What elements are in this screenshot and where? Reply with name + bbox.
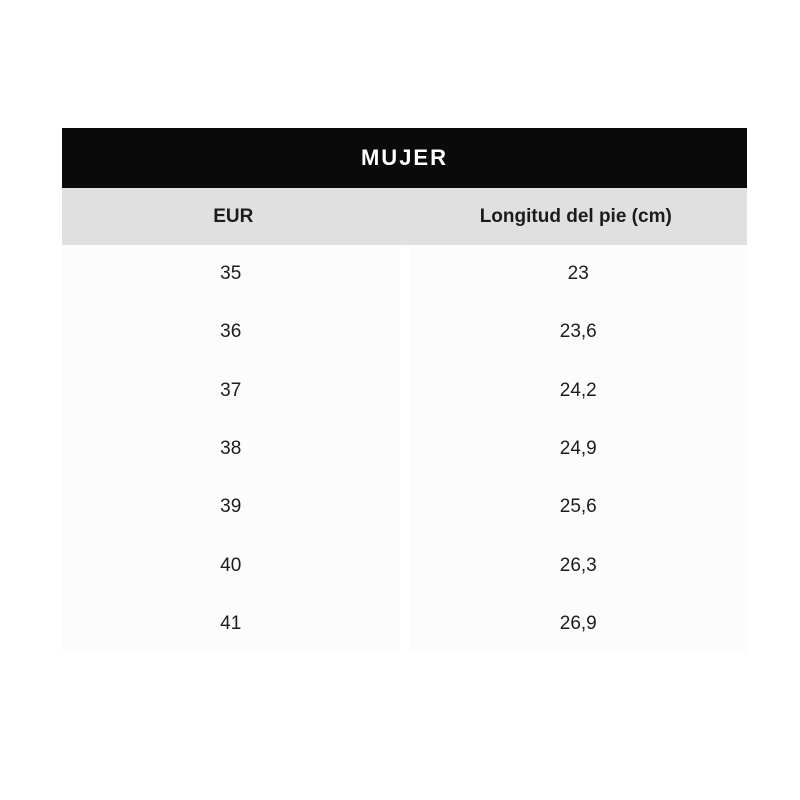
eur-size-cell: 41 — [220, 612, 242, 634]
eur-size-cell: 35 — [220, 263, 242, 285]
eur-size-cell: 38 — [220, 438, 242, 460]
table-body: 35 36 37 38 39 40 41 23 23,6 24,2 24,9 25,6 26,3 26,… — [62, 245, 747, 654]
table-header: MUJER — [62, 128, 747, 188]
eur-size-cell: 37 — [220, 379, 242, 401]
eur-size-column: 35 36 37 38 39 40 41 — [62, 245, 400, 654]
foot-length-cell: 24,2 — [559, 379, 597, 401]
foot-length-cell: 26,9 — [559, 612, 597, 634]
column-header-eur: EUR — [213, 205, 254, 227]
eur-size-cell: 36 — [220, 321, 242, 343]
foot-length-cell: 25,6 — [559, 496, 597, 518]
eur-size-cell: 40 — [220, 554, 242, 576]
foot-length-cell: 26,3 — [559, 554, 597, 576]
size-table: MUJER EUR Longitud del pie (cm) 35 36 37 38… — [62, 128, 747, 654]
foot-length-cell: 23,6 — [559, 321, 597, 343]
column-header-foot-length: Longitud del pie (cm) — [479, 205, 672, 227]
foot-length-cell: 24,9 — [559, 438, 597, 460]
foot-length-cell: 23 — [567, 263, 589, 285]
foot-length-column: 23 23,6 24,2 24,9 25,6 26,3 26,9 — [409, 245, 747, 654]
table-title: MUJER — [360, 145, 448, 170]
eur-size-cell: 39 — [220, 496, 242, 518]
table-column-headers: EUR Longitud del pie (cm) — [62, 188, 747, 245]
